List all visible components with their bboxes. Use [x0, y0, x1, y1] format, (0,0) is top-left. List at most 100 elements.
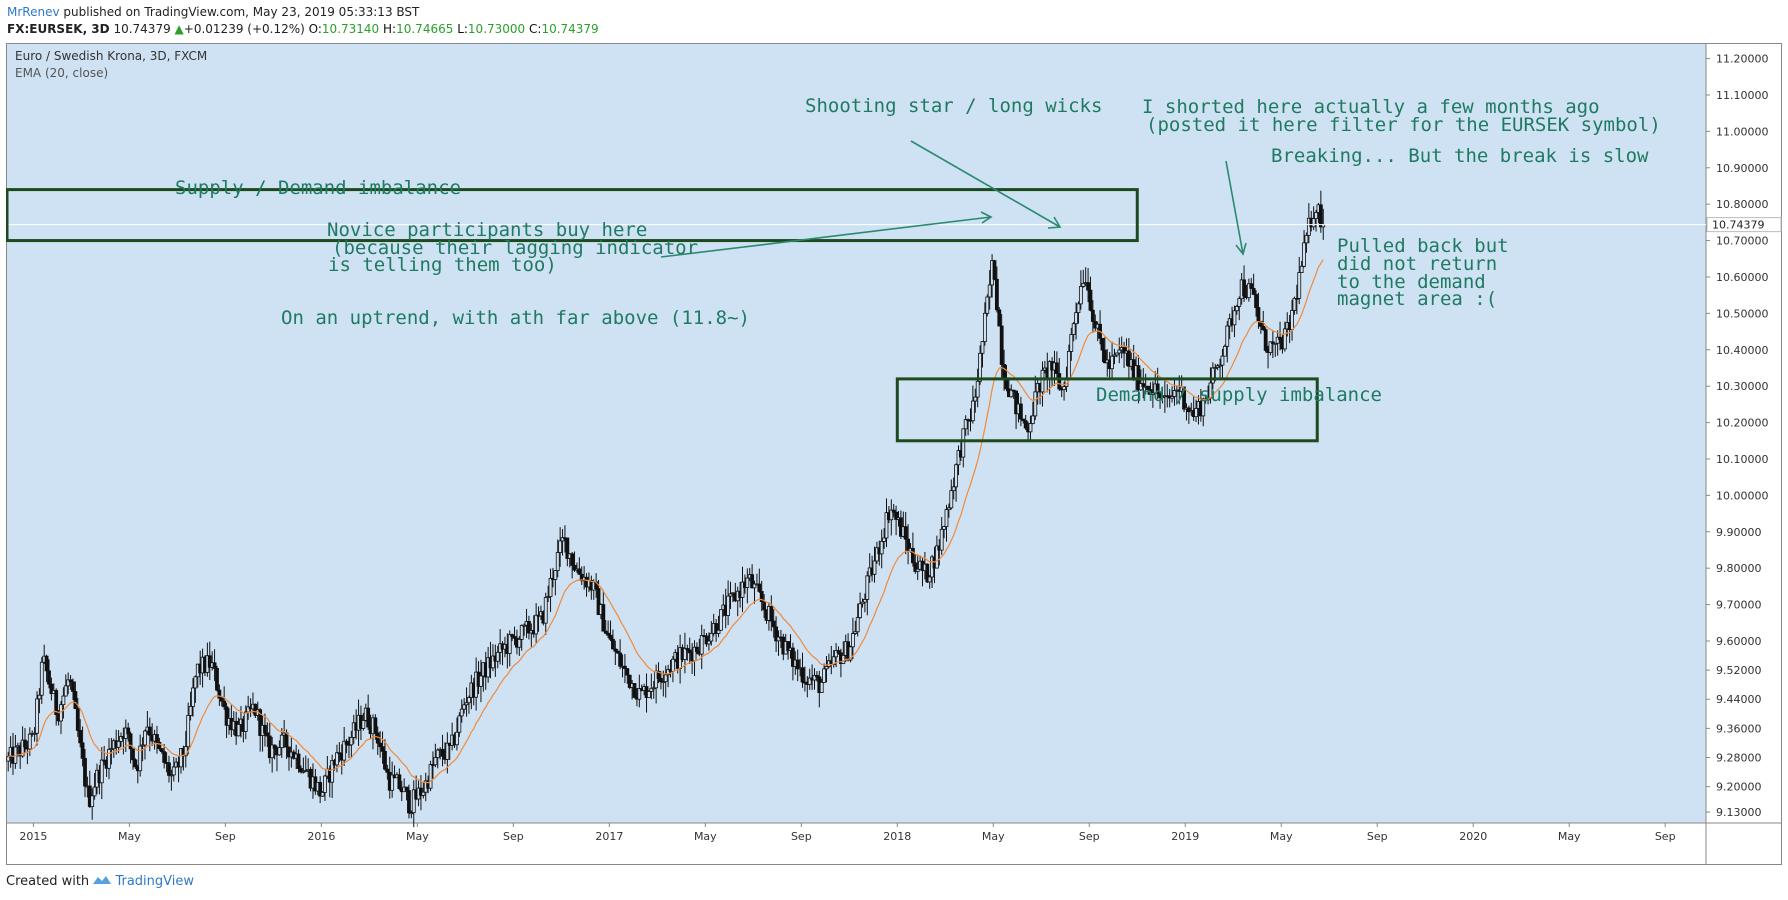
candle-up: [1297, 272, 1302, 299]
annotation-demand[interactable]: Demand / supply imbalance: [1096, 384, 1382, 406]
candle-down: [157, 741, 162, 750]
candle-down: [1146, 385, 1150, 390]
price-chart[interactable]: 11.20000 11.10000 11.00000 10.90000 10.80000…: [5, 43, 1782, 865]
candle-down: [572, 564, 577, 571]
annotation-pulled-line2[interactable]: did not return: [1337, 253, 1497, 275]
demand-zone-box[interactable]: [895, 377, 1319, 443]
arrow-shooting-star[interactable]: [910, 140, 1061, 228]
candle-up: [1194, 407, 1198, 418]
candle-up: [361, 720, 366, 729]
candle-up: [143, 730, 147, 746]
candle-down: [1186, 407, 1191, 413]
annotation-novice-line2[interactable]: (because their lagging indicator: [332, 237, 698, 259]
candle-up: [37, 694, 42, 700]
candle-up: [841, 654, 846, 664]
author-link[interactable]: MrRenev: [7, 5, 60, 19]
candle-down: [378, 742, 383, 748]
chart-area[interactable]: 11.20000 11.10000 11.00000 10.90000 10.80000…: [5, 43, 1782, 865]
annotation-pulled-line3[interactable]: to the demand: [1337, 271, 1486, 293]
candle-down: [54, 690, 59, 716]
candle-down: [272, 744, 277, 749]
x-tick-label: 2020: [1459, 830, 1487, 843]
candle-up: [119, 736, 123, 742]
annotation-pulled-line1[interactable]: Pulled back but: [1337, 235, 1509, 257]
candle-up: [323, 775, 327, 793]
tradingview-logo-icon[interactable]: [93, 874, 115, 889]
y-tick-label: 10.90000: [1716, 162, 1769, 175]
candle-up: [1114, 352, 1119, 356]
candle-up: [342, 740, 347, 761]
candle-up: [889, 509, 894, 521]
candle-up: [534, 614, 539, 635]
candle-down: [762, 601, 767, 611]
candle-up: [109, 748, 114, 751]
candle-up: [637, 688, 642, 700]
plot-background[interactable]: [7, 44, 1706, 823]
tradingview-link[interactable]: TradingView: [115, 874, 194, 889]
y-tick-label: 10.80000: [1716, 198, 1769, 211]
candle-down: [1251, 287, 1256, 295]
x-tick-label: Sep: [1367, 830, 1388, 843]
candle-down: [791, 647, 795, 667]
x-tick-label: Sep: [1655, 830, 1676, 843]
candle-up: [860, 601, 865, 605]
candle-up: [1220, 355, 1225, 366]
candle-up: [236, 724, 241, 737]
y-tick-label: 9.90000: [1716, 526, 1762, 539]
imbalance-zones[interactable]: [5, 188, 1319, 443]
candle-down: [71, 681, 75, 692]
legend-title: Euro / Swedish Krona, 3D, FXCM: [15, 49, 207, 63]
arrow-shorted[interactable]: [1225, 160, 1244, 255]
annotation-shorted-line2[interactable]: (posted it here filter for the EURSEK sy…: [1146, 114, 1661, 136]
candle-down: [207, 655, 212, 668]
high-value: 10.74665: [396, 22, 454, 36]
candle-down: [258, 709, 263, 736]
open-label: O:: [308, 22, 322, 36]
candle-up: [90, 795, 95, 807]
annotation-shooting-star[interactable]: Shooting star / long wicks: [805, 95, 1102, 117]
candle-down: [47, 670, 51, 685]
candle-up: [745, 577, 750, 588]
candle-up: [709, 632, 714, 642]
candle-up: [824, 666, 829, 670]
candle-up: [1040, 369, 1045, 393]
candle-up: [553, 570, 558, 580]
annotation-breaking[interactable]: Breaking... But the break is slow: [1271, 145, 1649, 167]
legend: Euro / Swedish Krona, 3D, FXCM EMA (20, …: [15, 49, 207, 80]
time-axis[interactable]: 2015 May Sep 2016 May Sep 2017 May Sep 2018 May Sep…: [19, 823, 1676, 843]
candle-up: [1218, 364, 1222, 367]
annotation-supply[interactable]: Supply / Demand imbalance: [175, 177, 461, 199]
published-text: published on TradingView.com, May 23, 20…: [63, 5, 420, 19]
candle-down: [133, 759, 138, 768]
candle-up: [1222, 345, 1227, 357]
annotation-novice-line1[interactable]: Novice participants buy here: [327, 219, 647, 241]
candle-down: [1242, 279, 1246, 297]
price-axis[interactable]: 11.20000 11.10000 11.00000 10.90000 10.80000…: [1706, 53, 1769, 820]
x-tick-label: May: [406, 830, 429, 843]
candle-down: [366, 707, 371, 728]
x-tick-label: May: [1270, 830, 1293, 843]
annotation-pulled-line4[interactable]: magnet area :(: [1337, 288, 1497, 310]
candle-up: [834, 650, 839, 658]
candle-down: [625, 668, 630, 676]
supply-zone-box[interactable]: [5, 188, 1139, 243]
candle-up: [1311, 218, 1316, 228]
y-tick-label: 9.13000: [1716, 806, 1762, 819]
candle-up: [555, 552, 560, 571]
candle-up: [699, 635, 704, 655]
candle-down: [419, 787, 423, 796]
candle-up: [243, 711, 248, 732]
candle-up: [1076, 303, 1081, 314]
candle-up: [1232, 310, 1237, 326]
candle-down: [162, 751, 167, 763]
arrow-novice[interactable]: [660, 216, 992, 258]
candle-down: [344, 740, 349, 745]
symbol-label[interactable]: FX:EURSEK, 3D: [7, 22, 110, 36]
annotation-shorted-line1[interactable]: I shorted here actually a few months ago: [1142, 96, 1600, 118]
candle-up: [987, 284, 992, 298]
annotations[interactable]: Shooting star / long wicks I shorted her…: [175, 95, 1661, 406]
annotation-arrows[interactable]: [660, 140, 1247, 258]
annotation-uptrend[interactable]: On an uptrend, with ath far above (11.8~…: [281, 307, 750, 329]
annotation-novice-line3[interactable]: is telling them too): [328, 254, 557, 276]
candle-down: [128, 733, 133, 750]
